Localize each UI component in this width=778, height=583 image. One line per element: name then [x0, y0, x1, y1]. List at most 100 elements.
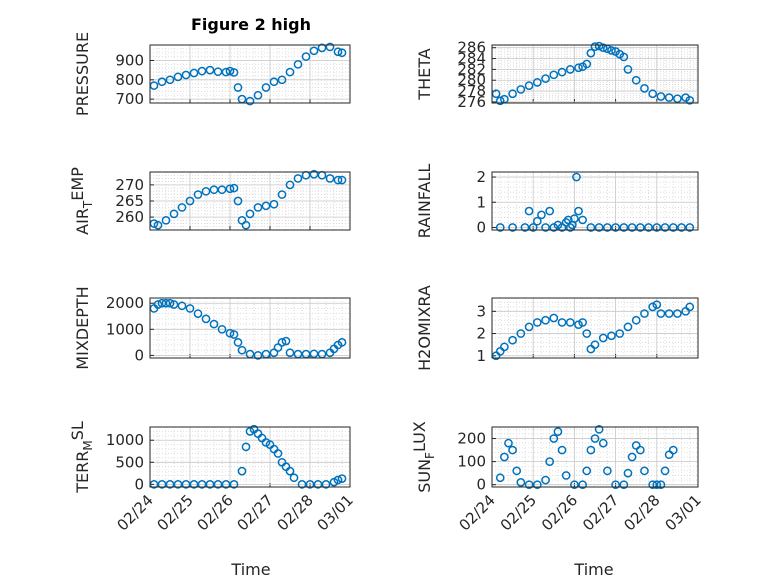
data-point [209, 185, 219, 195]
data-point [221, 67, 231, 77]
data-point [237, 215, 247, 225]
y-tick-label: 280 [457, 71, 486, 89]
data-point [565, 223, 575, 232]
data-point [177, 301, 187, 311]
data-point [193, 190, 203, 199]
data-point [157, 480, 167, 489]
data-point [508, 89, 517, 99]
data-point [293, 59, 303, 69]
data-point [516, 329, 526, 338]
data-point [574, 206, 583, 216]
data-point [524, 81, 534, 91]
data-point [611, 480, 620, 490]
data-point [677, 223, 686, 232]
data-point [685, 223, 695, 232]
data-point [309, 169, 319, 179]
y-tick-label: 500 [115, 453, 144, 471]
y-axis-label: PRESSURE [73, 32, 92, 116]
y-tick-label: 2000 [106, 294, 144, 312]
data-point [285, 466, 295, 476]
data-point [213, 480, 223, 489]
data-point [508, 223, 517, 232]
y-tick-label: 265 [115, 192, 144, 210]
data-point [627, 223, 637, 232]
axes-box [149, 297, 351, 359]
y-tick-label: 2 [476, 168, 486, 186]
axes-box [491, 171, 699, 231]
y-tick-label: 284 [457, 50, 486, 68]
data-point [325, 174, 335, 183]
data-point [623, 65, 633, 74]
data-point [532, 480, 542, 490]
data-point [619, 52, 629, 62]
data-point [516, 85, 526, 94]
data-point [181, 480, 191, 489]
data-point [557, 445, 567, 455]
data-point [644, 223, 653, 232]
data-point [648, 89, 658, 99]
data-point [504, 438, 513, 448]
data-point [520, 223, 530, 232]
data-point [607, 46, 616, 55]
data-point [237, 345, 247, 355]
y-axis-label: RAINFALL [415, 164, 434, 239]
data-point [165, 298, 175, 308]
y-tick-label: 3 [476, 302, 486, 320]
data-point [225, 66, 235, 76]
data-point [532, 216, 542, 226]
data-point [541, 223, 550, 232]
data-point [532, 78, 542, 87]
data-point [508, 335, 517, 345]
axes-box [149, 44, 351, 104]
data-point [532, 318, 542, 327]
data-point [233, 196, 243, 206]
data-point [177, 203, 187, 212]
y-tick-label: 286 [457, 39, 486, 57]
data-point [237, 466, 247, 476]
data-point [524, 206, 534, 216]
y-tick-label: 0 [476, 218, 486, 236]
data-point [619, 480, 629, 490]
y-tick-label: 270 [115, 176, 144, 194]
data-point [285, 348, 295, 358]
data-point [269, 77, 279, 87]
data-point [309, 46, 319, 56]
y-axis-label: AIRTEMP [68, 167, 94, 235]
data-point [197, 66, 207, 76]
data-point [229, 183, 239, 193]
y-tick-label: 900 [115, 51, 144, 69]
data-point [572, 172, 581, 182]
data-point [157, 77, 167, 87]
data-point [277, 75, 287, 85]
data-point [245, 96, 255, 106]
data-point [253, 203, 263, 212]
data-point [640, 309, 649, 318]
data-point [297, 480, 307, 489]
data-point [673, 309, 682, 318]
data-point [640, 466, 649, 476]
data-point [623, 468, 633, 478]
data-point [285, 67, 295, 77]
data-point [213, 67, 223, 77]
data-point [631, 315, 641, 325]
data-point [229, 68, 239, 77]
x-tick-label: 02/25 [497, 491, 540, 534]
data-point [685, 95, 695, 105]
y-tick-label: 1000 [106, 431, 144, 449]
axes-box [149, 426, 351, 488]
data-point [648, 480, 658, 490]
data-point [541, 74, 550, 83]
x-tick-label: 02/25 [154, 491, 197, 534]
data-point [217, 185, 227, 195]
data-point [169, 300, 179, 309]
data-point [225, 328, 235, 338]
figure-title: Figure 2 high [191, 15, 311, 34]
axes-box [491, 426, 699, 488]
data-point [169, 209, 179, 219]
data-point [337, 175, 347, 185]
data-point [594, 424, 604, 434]
y-tick-label: 276 [457, 93, 486, 111]
data-point [664, 93, 674, 102]
data-point [233, 83, 243, 92]
